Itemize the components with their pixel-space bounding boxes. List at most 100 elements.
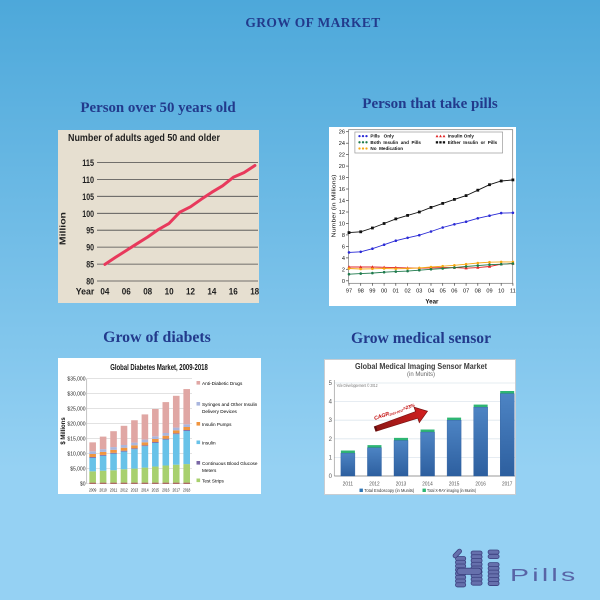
svg-text:22: 22 [339, 153, 345, 159]
svg-text:Meters: Meters [202, 468, 217, 473]
svg-text:Insulin Pumps: Insulin Pumps [202, 422, 232, 427]
svg-text:Year: Year [76, 287, 95, 297]
svg-text:4: 4 [329, 400, 333, 406]
svg-text:07: 07 [463, 289, 469, 295]
svg-text:10: 10 [339, 222, 345, 228]
svg-text:6: 6 [342, 244, 345, 250]
svg-text:2014: 2014 [422, 482, 433, 488]
svg-text:2017: 2017 [173, 488, 181, 493]
svg-text:2015: 2015 [449, 482, 460, 488]
svg-text:100: 100 [82, 209, 94, 219]
svg-text:$15,000: $15,000 [67, 437, 85, 443]
svg-text:26: 26 [339, 130, 345, 136]
svg-text:Continuous Blood Glucose: Continuous Blood Glucose [202, 461, 258, 466]
svg-text:2017: 2017 [502, 482, 513, 488]
svg-text:10: 10 [498, 289, 504, 295]
svg-text:2013: 2013 [396, 482, 407, 488]
svg-text:Delivery Devices: Delivery Devices [202, 409, 238, 414]
svg-text:2009: 2009 [89, 488, 97, 493]
svg-text:99: 99 [369, 289, 375, 295]
svg-text:11: 11 [510, 289, 516, 295]
svg-text:110: 110 [82, 175, 94, 185]
svg-text:10: 10 [165, 287, 174, 297]
svg-text:2010: 2010 [99, 488, 107, 493]
svg-text:Syringes and Other Insulin: Syringes and Other Insulin [202, 402, 258, 407]
svg-text:Number (in Millions): Number (in Millions) [332, 174, 338, 237]
svg-text:18: 18 [250, 287, 259, 297]
svg-text:02: 02 [404, 289, 410, 295]
svg-text:85: 85 [86, 260, 94, 270]
svg-text:14: 14 [207, 287, 216, 297]
svg-text:Global Medical Imaging Sensor: Global Medical Imaging Sensor Market [355, 362, 487, 371]
svg-text:16: 16 [229, 287, 238, 297]
svg-text:Total X-RAY imaging (in Munits: Total X-RAY imaging (in Munits) [427, 488, 476, 493]
svg-text:12: 12 [339, 210, 345, 216]
svg-text:80: 80 [86, 277, 94, 287]
svg-text:12: 12 [186, 287, 195, 297]
svg-text:2011: 2011 [110, 488, 118, 493]
svg-text:$5,000: $5,000 [70, 467, 86, 473]
svg-text:98: 98 [358, 289, 364, 295]
svg-text:Million: Million [59, 212, 68, 245]
svg-text:24: 24 [339, 141, 345, 147]
svg-text:2: 2 [342, 267, 345, 273]
svg-text:08: 08 [475, 289, 481, 295]
svg-text:3: 3 [329, 418, 333, 424]
svg-text:2016: 2016 [162, 488, 170, 493]
svg-text:90: 90 [86, 243, 94, 253]
svg-text:4: 4 [342, 256, 345, 262]
svg-text:$25,000: $25,000 [67, 407, 85, 413]
svg-text:No Medication: No Medication [370, 146, 403, 151]
svg-text:2016: 2016 [475, 482, 486, 488]
svg-text:$ Millions: $ Millions [61, 417, 67, 445]
svg-text:16: 16 [339, 187, 345, 193]
svg-text:18: 18 [339, 176, 345, 182]
svg-text:$35,000: $35,000 [67, 377, 85, 383]
svg-text:14: 14 [339, 199, 345, 205]
svg-text:2014: 2014 [141, 488, 149, 493]
svg-text:Global Diabetes Market, 2009-2: Global Diabetes Market, 2009-2018 [110, 362, 208, 372]
svg-text:Insulin: Insulin [202, 441, 216, 446]
svg-text:2012: 2012 [369, 482, 380, 488]
svg-text:0: 0 [329, 474, 333, 480]
svg-text:Both Insulin and Pills: Both Insulin and Pills [370, 140, 421, 145]
svg-text:105: 105 [82, 192, 94, 202]
svg-text:2018: 2018 [183, 488, 191, 493]
svg-text:Total Endoscopy (in Munits): Total Endoscopy (in Munits) [364, 488, 414, 493]
svg-text:5: 5 [329, 381, 333, 387]
svg-text:Insulin Only: Insulin Only [448, 134, 475, 139]
svg-text:$30,000: $30,000 [67, 392, 85, 398]
svg-text:2015: 2015 [152, 488, 160, 493]
svg-text:2011: 2011 [343, 482, 354, 488]
svg-text:$20,000: $20,000 [67, 422, 85, 428]
svg-text:05: 05 [440, 289, 446, 295]
svg-text:Pills: Pills [510, 565, 579, 585]
svg-text:20: 20 [339, 164, 345, 170]
svg-text:Pills Only: Pills Only [370, 134, 394, 139]
svg-text:0: 0 [342, 279, 345, 285]
svg-text:04: 04 [428, 289, 434, 295]
svg-text:Anti-Diabetic Drugs: Anti-Diabetic Drugs [202, 381, 243, 386]
svg-text:$10,000: $10,000 [67, 452, 85, 458]
svg-text:2: 2 [329, 437, 333, 443]
svg-text:95: 95 [86, 226, 94, 236]
svg-text:Number of adults aged 50 and o: Number of adults aged 50 and older [68, 134, 220, 145]
svg-text:06: 06 [122, 287, 131, 297]
svg-text:(in Munits): (in Munits) [407, 371, 435, 378]
svg-text:Test Strips: Test Strips [202, 479, 225, 484]
svg-text:2012: 2012 [120, 488, 128, 493]
svg-text:8: 8 [342, 233, 345, 239]
svg-text:06: 06 [451, 289, 457, 295]
svg-text:01: 01 [393, 289, 399, 295]
svg-text:97: 97 [346, 289, 352, 295]
svg-text:115: 115 [82, 158, 94, 168]
svg-text:04: 04 [100, 287, 109, 297]
svg-text:Yole Développement © 2012: Yole Développement © 2012 [337, 383, 378, 388]
svg-text:$0: $0 [80, 482, 86, 488]
svg-text:03: 03 [416, 289, 422, 295]
svg-text:Either Insulin or Pills: Either Insulin or Pills [448, 140, 498, 145]
svg-text:08: 08 [143, 287, 152, 297]
svg-text:1: 1 [329, 455, 333, 461]
svg-text:2013: 2013 [131, 488, 139, 493]
svg-text:00: 00 [381, 289, 387, 295]
